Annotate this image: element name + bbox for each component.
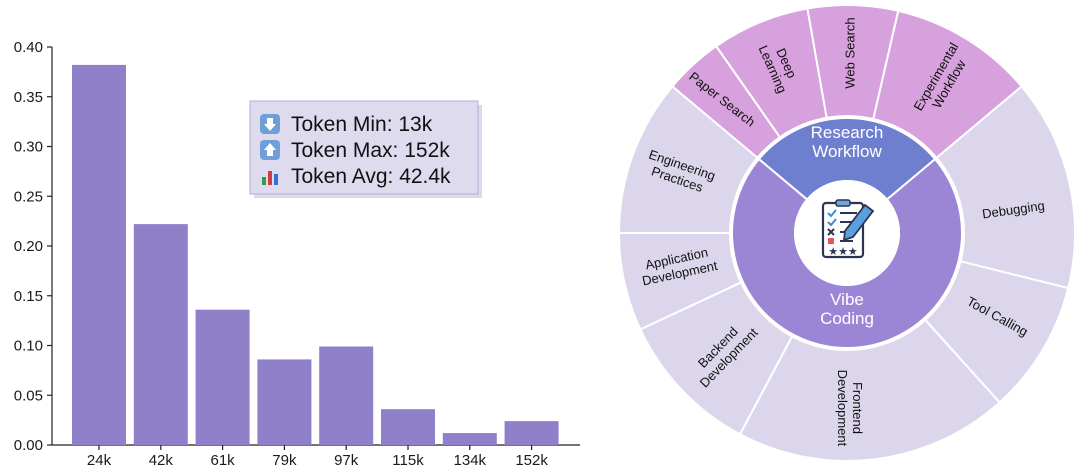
bar-chart-icon-bar (262, 177, 266, 185)
y-tick-label: 0.20 (14, 238, 43, 255)
x-tick-label: 24k (87, 452, 112, 469)
y-tick-label: 0.10 (14, 338, 43, 355)
arrow-glyph (264, 118, 276, 131)
outer-segment-label: EngineeringPractices (642, 147, 717, 198)
outer-segment (617, 85, 759, 234)
outer-label-line: Frontend (850, 382, 865, 434)
cross-mark-icon (827, 228, 835, 236)
token-stats-legend: Token Min: 13k Token Max: 152k Token Avg: … (249, 100, 482, 198)
inner-label-line: Coding (820, 309, 874, 328)
rating-stars-icon: ★★★ (828, 245, 858, 258)
y-tick-label: 0.05 (14, 387, 43, 404)
inner-segment-label: Research Workflow (811, 123, 884, 161)
x-tick-label: 115k (392, 452, 424, 469)
bar (319, 346, 374, 445)
arrow-glyph (264, 143, 276, 156)
bar (195, 309, 250, 445)
x-tick-label: 97k (334, 452, 359, 469)
square-icon (828, 238, 834, 244)
down-arrow-icon (260, 114, 280, 134)
inner-label-line: Vibe (830, 290, 864, 309)
legend-entry-text: Token Max: 152k (291, 139, 450, 162)
bar-chart-icon-bar (268, 171, 272, 185)
clip-icon (835, 199, 851, 207)
token-distribution-bar-chart: 0.00 0.05 0.10 0.15 0.20 0.25 0.30 0.35 0.40 24k 4… (14, 39, 580, 469)
inner-segment-label: Vibe Coding (820, 290, 874, 328)
y-tick-label: 0.35 (14, 89, 43, 106)
bar (442, 433, 497, 445)
bar (133, 224, 188, 445)
bar-chart-icon (262, 171, 278, 185)
bar (72, 64, 126, 445)
check-mark-icon (827, 209, 837, 218)
outer-segment (738, 318, 1001, 462)
y-tick-label: 0.40 (14, 39, 43, 56)
legend-box (249, 100, 479, 195)
up-arrow-icon (260, 140, 280, 160)
task-checklist-icon: ★★★ (821, 199, 875, 259)
outer-label-line: Web Search (843, 17, 858, 88)
inner-label-line: Workflow (812, 142, 882, 161)
outer-segment-label: Web Search (843, 17, 858, 88)
x-tick-label: 152k (515, 452, 548, 469)
x-tick-label: 79k (272, 452, 297, 469)
y-tick-label: 0.00 (14, 437, 43, 454)
bar (381, 409, 435, 445)
outer-segment (935, 85, 1076, 290)
pen-icon (842, 203, 875, 242)
inner-label-line: Research (811, 123, 884, 142)
bar (504, 421, 559, 445)
outer-label-line: Development (835, 370, 850, 447)
y-tick-label: 0.15 (14, 288, 43, 305)
outer-segment-label: FrontendDevelopment (835, 370, 865, 447)
y-tick-label: 0.30 (14, 139, 43, 156)
legend-entry-text: Token Avg: 42.4k (291, 165, 451, 188)
x-tick-label: 42k (149, 452, 174, 469)
check-mark-icon (827, 218, 837, 227)
x-tick-label: 61k (211, 452, 236, 469)
legend-entry-text: Token Min: 13k (291, 113, 433, 136)
bar (257, 359, 312, 445)
bar-chart-icon-bar (274, 174, 278, 185)
x-tick-label: 134k (454, 452, 487, 469)
y-tick-label: 0.25 (14, 188, 43, 205)
